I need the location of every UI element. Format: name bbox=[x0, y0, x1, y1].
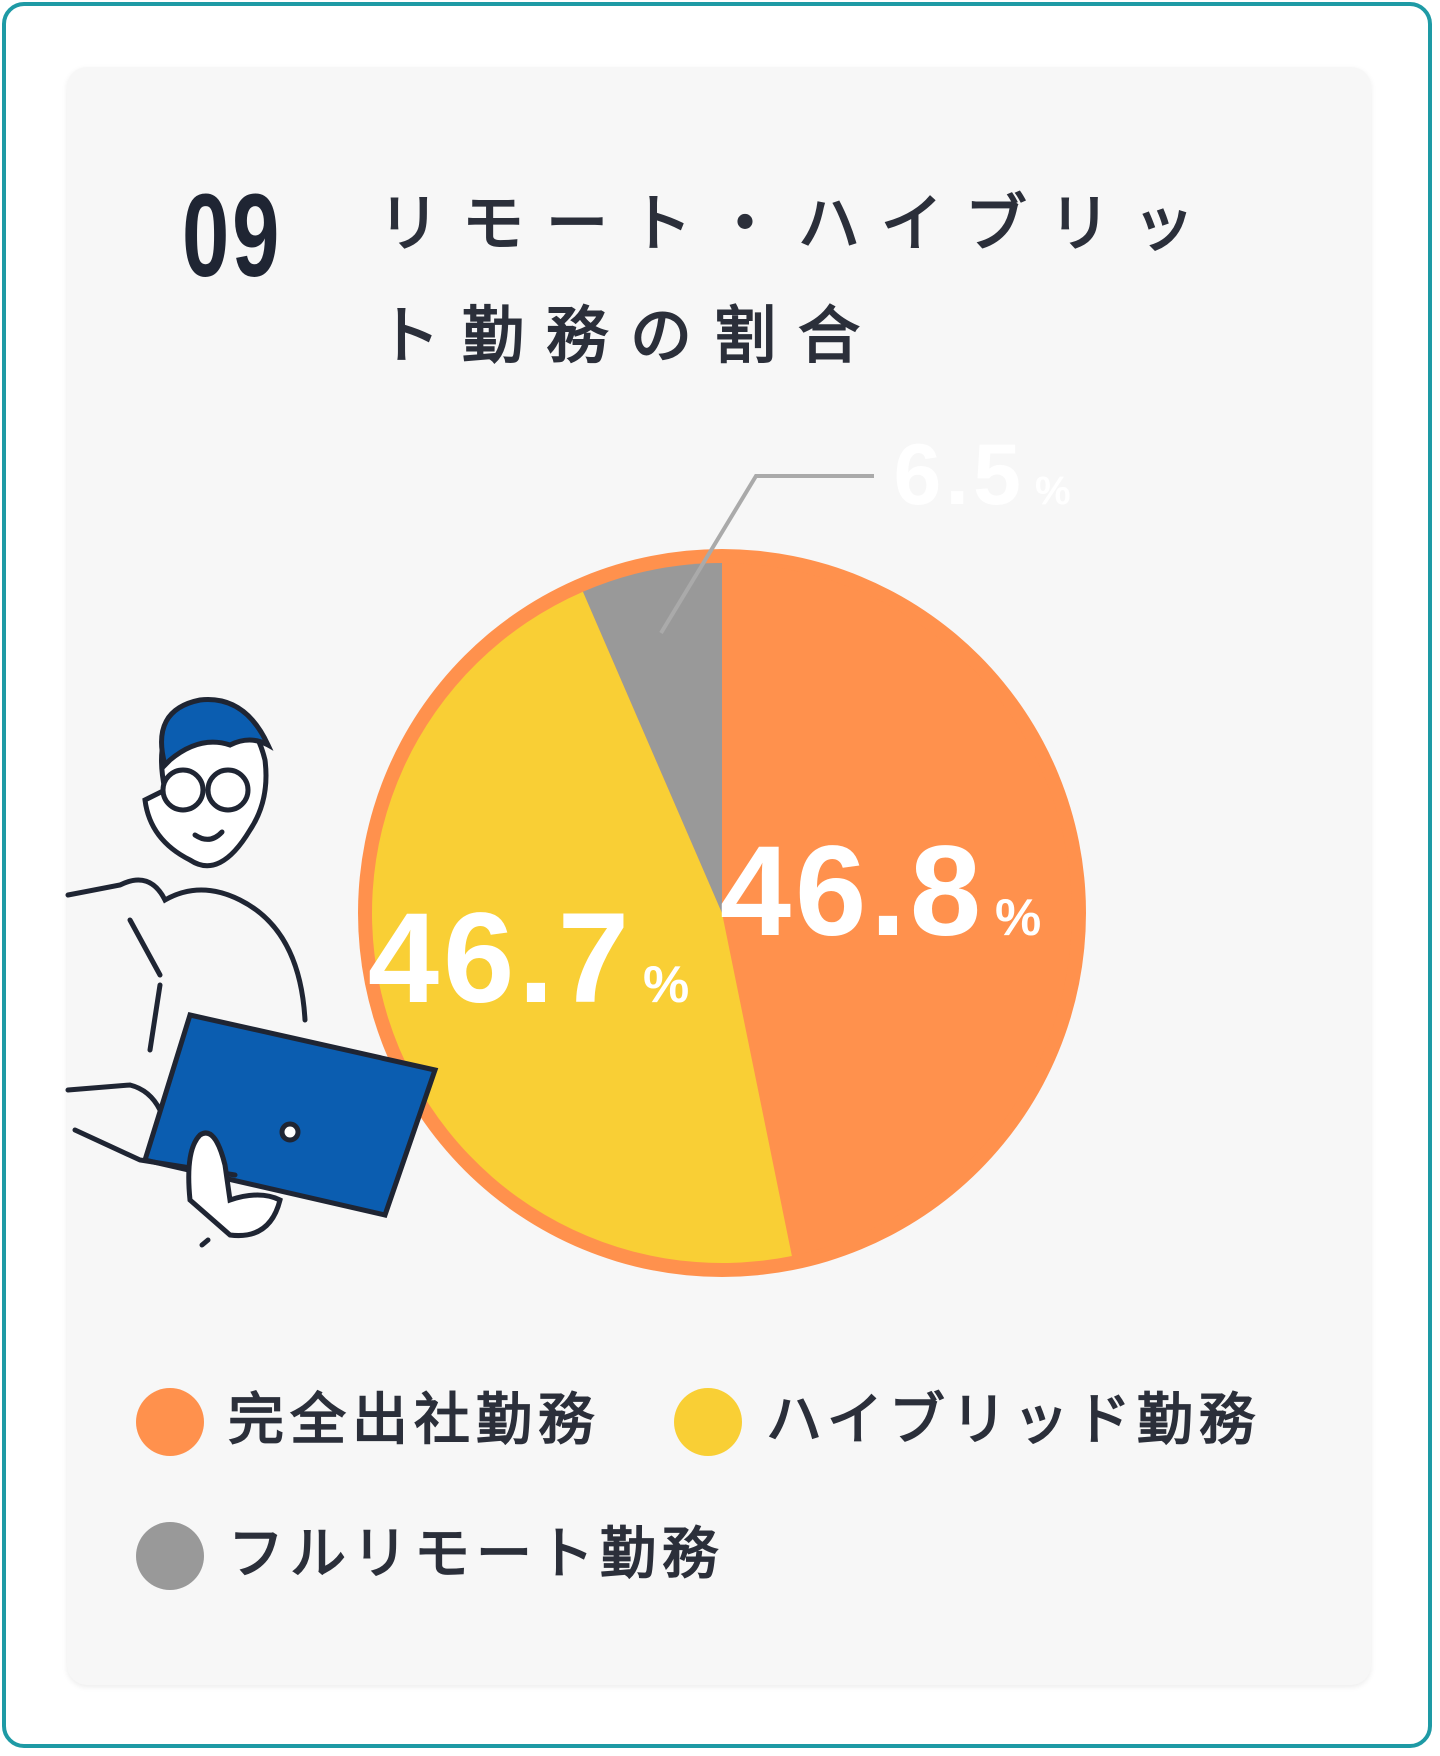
leader-line bbox=[659, 474, 874, 635]
legend-marker bbox=[136, 1522, 204, 1590]
illustration bbox=[65, 697, 439, 1248]
value-label: 46.7 bbox=[368, 887, 633, 1030]
pie-slice bbox=[582, 563, 722, 913]
pie-slice bbox=[722, 563, 1072, 1256]
legend-marker bbox=[136, 1388, 204, 1456]
slices bbox=[372, 563, 1072, 1263]
chart-number: 09 bbox=[182, 170, 283, 302]
pie-slice bbox=[372, 591, 792, 1263]
value-unit: % bbox=[995, 889, 1041, 947]
value-unit: % bbox=[643, 956, 689, 1014]
value-label: 6.5 bbox=[893, 427, 1025, 523]
value-label: 46.8 bbox=[720, 820, 985, 963]
legend-label: フルリモート勤務 bbox=[228, 1522, 724, 1587]
legend-label: ハイブリッド勤務 bbox=[766, 1388, 1261, 1453]
legend-label: 完全出社勤務 bbox=[228, 1388, 600, 1453]
chart-title: リモート・ハイブリット勤務の割合 bbox=[378, 187, 1217, 372]
value-unit: % bbox=[1035, 469, 1071, 513]
legend-marker bbox=[674, 1388, 742, 1456]
